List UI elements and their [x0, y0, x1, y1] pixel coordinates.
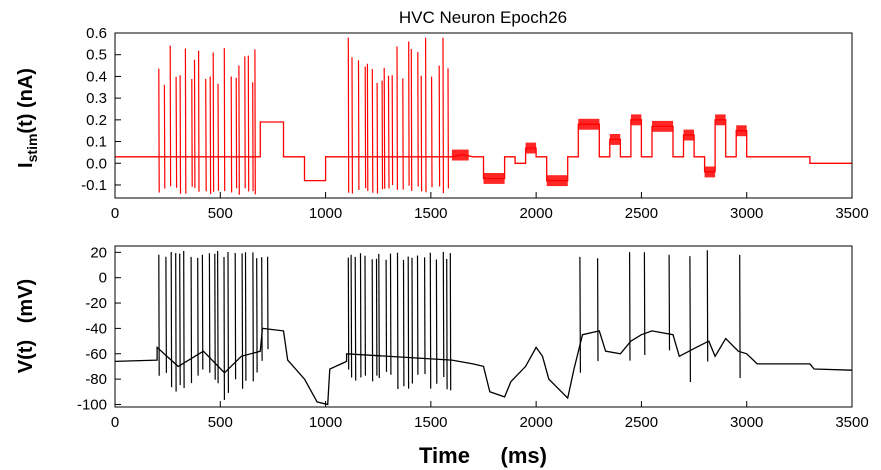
bottom-spike: [165, 256, 167, 373]
top-noise-band: [683, 129, 694, 141]
bottom-spike: [579, 256, 582, 373]
top-trace-baseline: [115, 119, 852, 182]
top-x-tick-label: 3000: [730, 205, 763, 222]
bottom-x-tick-label: 1000: [309, 414, 342, 431]
bottom-y-tick-label: -40: [85, 320, 107, 337]
top-plot-frame: [114, 32, 853, 199]
top-noise-band: [609, 134, 621, 145]
x-axis-label: Time (ms): [419, 443, 547, 468]
bottom-y-axis: -100 -80 -60 -40 -20 0 20: [77, 244, 121, 413]
bottom-x-tick-label: 3000: [730, 414, 763, 431]
top-x-tick-label: 500: [208, 205, 233, 222]
top-noise-band: [546, 175, 568, 187]
bottom-x-tick-label: 3500: [835, 414, 868, 431]
top-noise-band: [652, 120, 674, 132]
top-noise-band: [451, 149, 469, 161]
bottom-x-tick-label: 1500: [414, 414, 447, 431]
top-x-tick-label: 3500: [835, 205, 868, 222]
top-y-tick-label: 0.6: [86, 25, 107, 42]
bottom-x-tick-label: 500: [208, 414, 233, 431]
top-spike: [217, 83, 220, 191]
top-y-axis-label: Istim(t) (nA): [15, 68, 40, 168]
bottom-trace-baseline: [114, 327, 853, 406]
ylabel-main: I: [15, 162, 37, 168]
top-x-tick-label: 2500: [625, 205, 658, 222]
bottom-x-axis: 0 500 1000 1500 2000 2500 3000 3500: [111, 401, 869, 431]
bottom-spike: [217, 250, 219, 384]
bottom-y-tick-label: -60: [85, 346, 107, 363]
top-noise-band: [715, 114, 726, 126]
membrane-voltage-panel: 0 500 1000 1500 2000 2500 3000 3500 -100-80-60-…: [15, 244, 869, 468]
top-x-tick-label: 2000: [519, 205, 552, 222]
top-spike: [205, 78, 207, 192]
top-y-tick-label: 0.1: [86, 134, 107, 151]
top-noise-band: [525, 142, 537, 154]
top-noise-band: [736, 125, 747, 137]
bottom-y-axis-label: V(t) (mV): [15, 279, 37, 373]
top-spike: [175, 76, 178, 188]
bottom-spike: [179, 253, 181, 386]
top-spike: [383, 67, 386, 189]
bottom-spike: [378, 253, 380, 379]
top-spike: [387, 75, 390, 189]
top-x-tick-label: 1500: [414, 205, 447, 222]
top-spike: [371, 68, 374, 193]
bottom-x-tick-label: 2500: [625, 414, 658, 431]
bottom-spike: [350, 254, 353, 378]
top-y-tick-label: 0.4: [86, 68, 107, 85]
top-y-tick-label: 0.3: [86, 90, 107, 107]
bottom-spike: [354, 256, 357, 381]
bottom-spike: [689, 256, 692, 383]
bottom-x-tick-label: 0: [111, 414, 119, 431]
top-y-tick-label: 0.0: [86, 155, 107, 172]
top-noise-band: [483, 173, 505, 184]
bottom-spike: [241, 253, 244, 389]
bottom-y-tick-label: 20: [90, 244, 107, 261]
chart-title: HVC Neuron Epoch26: [399, 8, 567, 27]
bottom-y-tick-label: -20: [85, 295, 107, 312]
ylabel-subscript: stim: [24, 134, 40, 163]
stimulus-current-panel: HVC Neuron Epoch26 0 500 1000 1500 2000 2500 3…: [15, 8, 869, 222]
bottom-plot-frame: [114, 245, 853, 408]
top-noise-band: [578, 118, 600, 130]
bottom-x-tick-label: 2000: [519, 414, 552, 431]
top-noise-band: [630, 114, 642, 126]
bottom-y-tick-label: -80: [85, 371, 107, 388]
stimulus-current-plot: [115, 37, 852, 195]
top-y-tick-label: 0.2: [86, 112, 107, 129]
bottom-spike: [442, 251, 445, 378]
top-x-tick-label: 1000: [309, 205, 342, 222]
top-noise-band: [704, 166, 716, 178]
bottom-y-tick-label: 0: [99, 270, 107, 287]
top-y-tick-label: -0.1: [81, 177, 107, 194]
bottom-y-tick-label: -100: [77, 396, 107, 413]
top-x-tick-label: 0: [111, 205, 119, 222]
top-y-tick-label: 0.5: [86, 47, 107, 64]
top-x-axis: 0 500 1000 1500 2000 2500 3000 3500: [111, 192, 869, 222]
ylabel-rest: (t) (nA): [15, 68, 37, 134]
membrane-voltage-plot: [114, 250, 853, 406]
top-y-axis: -0.1 0.0 0.1 0.2 0.3 0.4 0.5 0.6: [81, 25, 121, 194]
